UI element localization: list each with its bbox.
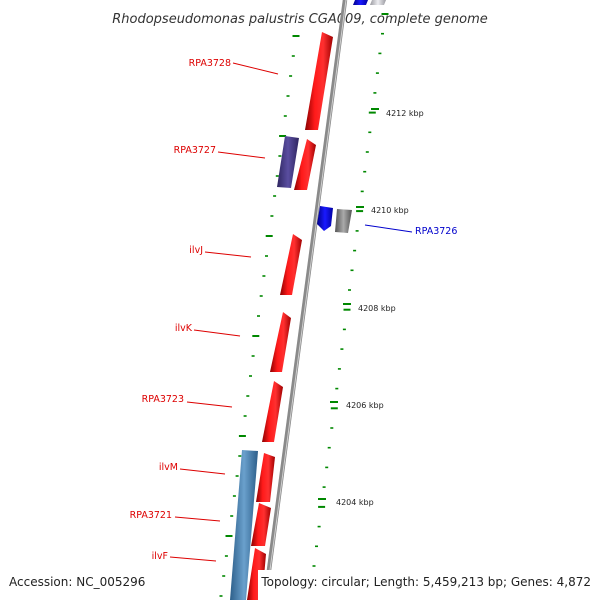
leader-line <box>186 401 233 408</box>
kbp-label: 4204 kbp <box>336 498 374 507</box>
leader-line <box>232 62 279 75</box>
gene-arrow-rpa3723[interactable] <box>262 381 283 442</box>
gene-label-rpa3727[interactable]: RPA3727 <box>174 145 216 156</box>
gene-arrow-rpa3726[interactable] <box>317 206 333 231</box>
feature-block-grey[interactable] <box>335 209 352 233</box>
gene-arrow-ilvk[interactable] <box>270 312 291 372</box>
genome-backbone <box>262 0 348 601</box>
leader-line <box>174 516 221 522</box>
gene-arrow-rpa3728[interactable] <box>305 32 333 130</box>
gene-label-ilvj[interactable]: ilvJ <box>189 245 203 256</box>
feature-block-steelblue[interactable] <box>230 450 258 600</box>
map-title: Rhodopseudomonas palustris CGA009, compl… <box>112 12 488 27</box>
feature-block-purple[interactable] <box>277 136 299 188</box>
genome-backbone-highlight <box>265 0 347 601</box>
gene-arrow-ilvj[interactable] <box>280 234 302 295</box>
gene-label-rpa3726[interactable]: RPA3726 <box>415 226 457 237</box>
leader-line <box>204 251 252 258</box>
kbp-label: 4208 kbp <box>358 304 396 313</box>
gene-labels: RPA3728 RPA3727 ilvJ ilvK RPA3723 ilvM R… <box>130 58 231 562</box>
topology-label: Topology: circular; Length: 5,459,213 bp… <box>260 575 591 589</box>
label-leaders <box>169 62 279 562</box>
gene-label-rpa3728[interactable]: RPA3728 <box>189 58 231 69</box>
footer-right-bg <box>258 570 600 600</box>
gene-arrow-rpa3727[interactable] <box>294 139 316 190</box>
gene-arrow-ilvm[interactable] <box>256 453 275 502</box>
kbp-label: 4212 kbp <box>386 109 424 118</box>
leader-line <box>169 556 217 562</box>
gene-label-ilvm[interactable]: ilvM <box>159 462 178 473</box>
kbp-label: 4210 kbp <box>371 206 409 215</box>
gene-label-ilvk[interactable]: ilvK <box>175 323 193 334</box>
leader-line <box>217 151 266 159</box>
right-tick-track <box>312 13 389 567</box>
gene-label-ilvf[interactable]: ilvF <box>152 551 168 562</box>
gene-label-rpa3723[interactable]: RPA3723 <box>142 394 184 405</box>
leader-line-rpa3726 <box>364 224 413 233</box>
gene-arrow-top-blue[interactable] <box>353 0 368 5</box>
left-tick-track <box>219 35 300 597</box>
footer-left-bg <box>0 570 150 600</box>
accession-label: Accession: NC_005296 <box>9 575 145 589</box>
kbp-label: 4206 kbp <box>346 401 384 410</box>
gene-arrow-top-grey[interactable] <box>370 0 386 5</box>
leader-line <box>193 329 241 337</box>
leader-line <box>179 468 226 475</box>
kbp-scale: 4212 kbp 4210 kbp 4208 kbp 4206 kbp 4204… <box>318 108 424 507</box>
gene-arrow-rpa3721[interactable] <box>251 503 271 546</box>
gene-label-rpa3721[interactable]: RPA3721 <box>130 510 172 521</box>
